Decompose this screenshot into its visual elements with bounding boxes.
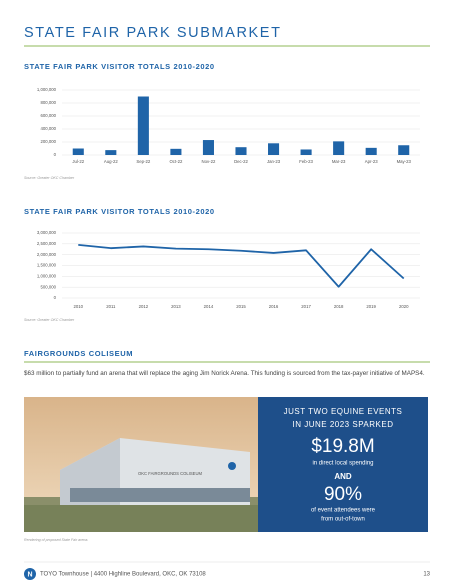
y-tick-label: 0: [54, 152, 57, 157]
footer-address: TOYO Townhouse | 4400 Highline Boulevard…: [40, 572, 206, 578]
chart-title: STATE FAIR PARK VISITOR TOTALS 2010-2020: [24, 62, 215, 71]
bar: [137, 96, 149, 155]
x-tick-label: Nov-22: [202, 159, 216, 164]
bar: [105, 150, 117, 155]
page-title: STATE FAIR PARK SUBMARKET: [24, 25, 282, 41]
stat-text: from out-of-town: [321, 517, 365, 523]
x-tick-label: Feb-23: [299, 159, 313, 164]
y-tick-label: 800,000: [40, 100, 56, 105]
stat: 90%: [324, 484, 362, 505]
x-tick-label: 2012: [139, 304, 149, 309]
x-tick-label: Jul-22: [72, 159, 84, 164]
stat-text: of event attendees were: [311, 508, 376, 514]
bar: [235, 147, 247, 155]
y-tick-label: 0: [54, 295, 57, 300]
logo-text: N: [27, 571, 32, 578]
bar: [72, 148, 84, 155]
source: Source: Greater OKC Chamber: [24, 176, 75, 180]
section-title: FAIRGROUNDS COLISEUM: [24, 349, 133, 358]
y-tick-label: 1,000,000: [37, 87, 57, 92]
bar: [365, 147, 377, 155]
bar: [398, 145, 410, 155]
source: Source: Greater OKC Chamber: [24, 318, 75, 322]
stat: $19.8M: [311, 436, 374, 457]
logo-sign: [228, 462, 236, 470]
x-tick-label: Aug-22: [104, 159, 118, 164]
page-number: 13: [423, 572, 430, 578]
y-tick-label: 200,000: [40, 139, 56, 144]
stat-text: in direct local spending: [312, 461, 373, 467]
y-tick-label: 2,000,000: [37, 252, 57, 257]
sign: OKC FAIRGROUNDS COLISEUM: [138, 471, 202, 476]
x-tick-label: 2015: [236, 304, 246, 309]
callout-headline: IN JUNE 2023 SPARKED: [293, 420, 394, 429]
x-tick-label: 2014: [204, 304, 214, 309]
x-tick-label: 2016: [269, 304, 279, 309]
y-tick-label: 500,000: [40, 284, 56, 289]
trees: [24, 505, 258, 532]
paragraph: $63 million to partially fund an arena t…: [24, 370, 425, 377]
x-tick-label: Oct-22: [169, 159, 183, 164]
x-tick-label: 2018: [334, 304, 344, 309]
and: AND: [334, 472, 352, 481]
x-tick-label: Mar-23: [332, 159, 346, 164]
y-tick-label: 3,000,000: [37, 230, 57, 235]
x-tick-label: 2010: [73, 304, 83, 309]
logo: [24, 568, 36, 580]
x-tick-label: Jan-23: [267, 159, 281, 164]
x-tick-label: 2013: [171, 304, 181, 309]
bar: [202, 140, 214, 155]
x-tick-label: Dec-22: [234, 159, 248, 164]
y-tick-label: 2,500,000: [37, 241, 57, 246]
x-tick-label: Sep-22: [136, 159, 150, 164]
caption: Rendering of proposed State Fair arena.: [24, 538, 88, 542]
x-tick-label: Apr-23: [365, 159, 379, 164]
x-tick-label: May-23: [397, 159, 412, 164]
callout-panel: [258, 397, 428, 532]
x-tick-label: 2017: [301, 304, 311, 309]
y-tick-label: 1,000,000: [37, 273, 57, 278]
y-tick-label: 400,000: [40, 126, 56, 131]
y-tick-label: 1,500,000: [37, 263, 57, 268]
chart-title: STATE FAIR PARK VISITOR TOTALS 2010-2020: [24, 207, 215, 216]
bar: [333, 141, 345, 155]
bar: [170, 148, 182, 155]
callout-headline: JUST TWO EQUINE EVENTS: [284, 407, 403, 416]
bar: [268, 143, 280, 155]
x-tick-label: 2020: [399, 304, 409, 309]
bar: [300, 149, 312, 155]
x-tick-label: 2019: [366, 304, 376, 309]
y-tick-label: 600,000: [40, 113, 56, 118]
building-glass: [70, 488, 250, 502]
x-tick-label: 2011: [106, 304, 116, 309]
line: [78, 244, 405, 288]
